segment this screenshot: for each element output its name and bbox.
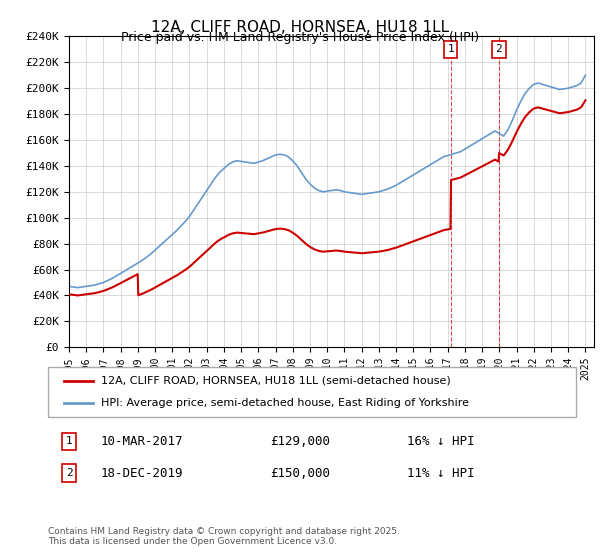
Text: 12A, CLIFF ROAD, HORNSEA, HU18 1LL (semi-detached house): 12A, CLIFF ROAD, HORNSEA, HU18 1LL (semi… [101,376,451,386]
Text: 18-DEC-2019: 18-DEC-2019 [101,466,184,480]
Text: 1: 1 [448,44,454,54]
Text: 11% ↓ HPI: 11% ↓ HPI [407,466,475,480]
Text: 16% ↓ HPI: 16% ↓ HPI [407,435,475,448]
Text: HPI: Average price, semi-detached house, East Riding of Yorkshire: HPI: Average price, semi-detached house,… [101,398,469,408]
Text: 10-MAR-2017: 10-MAR-2017 [101,435,184,448]
Text: Price paid vs. HM Land Registry's House Price Index (HPI): Price paid vs. HM Land Registry's House … [121,31,479,44]
Text: Contains HM Land Registry data © Crown copyright and database right 2025.
This d: Contains HM Land Registry data © Crown c… [48,526,400,546]
Text: £150,000: £150,000 [270,466,330,480]
Text: 2: 2 [496,44,502,54]
FancyBboxPatch shape [48,367,576,417]
Text: 2: 2 [66,468,73,478]
Text: 12A, CLIFF ROAD, HORNSEA, HU18 1LL: 12A, CLIFF ROAD, HORNSEA, HU18 1LL [151,20,449,35]
Text: 1: 1 [66,436,73,446]
Text: £129,000: £129,000 [270,435,330,448]
